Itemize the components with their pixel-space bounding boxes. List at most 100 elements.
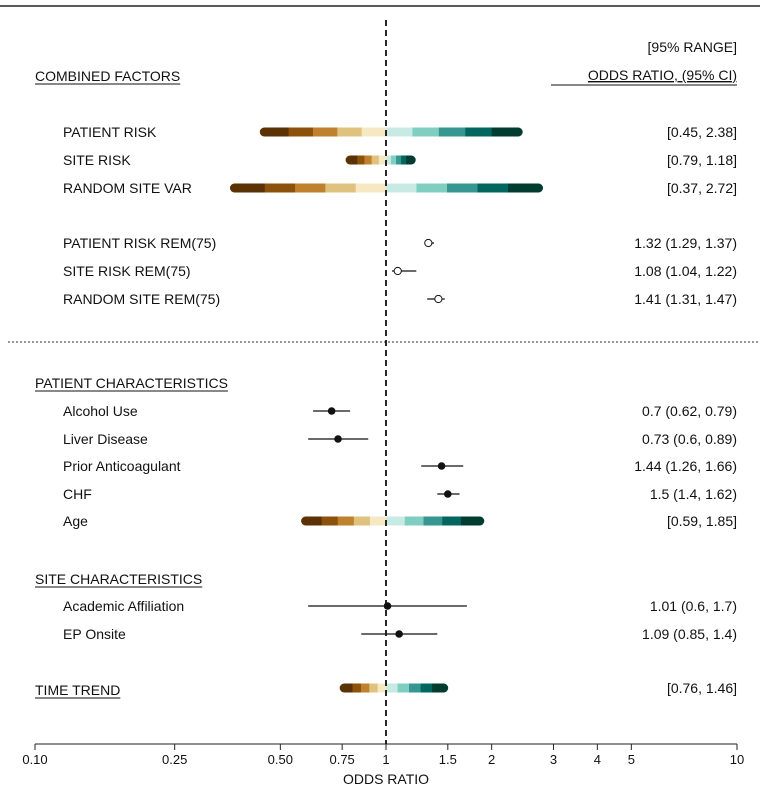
range-segment — [360, 683, 370, 693]
range-cap-left — [339, 683, 349, 693]
x-tick-label: 10 — [730, 752, 744, 767]
row-value: 0.73 (0.6, 0.89) — [642, 431, 737, 447]
range-segment — [397, 683, 410, 693]
range-segment — [386, 127, 413, 137]
row-label: EP Onsite — [63, 626, 126, 642]
estimate-marker — [383, 602, 392, 610]
range-segment — [325, 183, 357, 193]
range-segment — [295, 183, 326, 193]
range-segment — [391, 155, 397, 165]
estimate-open-marker — [393, 266, 402, 276]
range-segment — [386, 155, 392, 165]
x-tick-label: 2 — [488, 752, 495, 767]
range-bar — [229, 183, 544, 193]
x-axis-label: ODDS RATIO — [343, 771, 429, 787]
right-header-range: [95% RANGE] — [648, 39, 737, 55]
row-label: PATIENT RISK REM(75) — [63, 235, 216, 251]
range-segment — [337, 516, 355, 526]
range-segment — [386, 683, 399, 693]
forest-rows: COMBINED FACTORS PATIENT RISK [0.45, 2.38]… — [35, 68, 737, 699]
row-label: RANDOM SITE REM(75) — [63, 291, 220, 307]
range-cap-left — [345, 155, 355, 165]
range-bar — [339, 683, 449, 693]
range-cap-left — [301, 516, 311, 526]
range-segment — [264, 183, 296, 193]
range-segment — [312, 127, 338, 137]
row-label: Prior Anticoagulant — [63, 458, 181, 474]
range-segment — [305, 516, 323, 526]
right-header-ci: ODDS RATIO, (95% CI) — [588, 67, 737, 83]
range-segment — [491, 127, 519, 137]
row-label: Liver Disease — [63, 431, 148, 447]
row-value: 0.7 (0.62, 0.79) — [642, 403, 737, 419]
row-value: 1.5 (1.4, 1.62) — [650, 486, 737, 502]
range-cap-left — [229, 183, 239, 193]
range-segment — [355, 183, 387, 193]
range-cap-right — [534, 183, 544, 193]
range-cap-right — [513, 127, 523, 137]
range-bar — [345, 155, 416, 165]
range-segment — [369, 683, 379, 693]
section-title: TIME TREND — [35, 682, 120, 698]
row-value: [0.45, 2.38] — [667, 124, 737, 140]
range-bar — [259, 127, 523, 137]
range-segment — [447, 183, 479, 193]
range-segment — [377, 683, 387, 693]
row-label: Academic Affiliation — [63, 598, 184, 614]
range-segment — [409, 683, 422, 693]
range-segment — [288, 127, 314, 137]
range-segment — [438, 127, 466, 137]
estimate-marker — [395, 630, 403, 638]
range-segment — [465, 127, 493, 137]
row-value: [0.79, 1.18] — [667, 152, 737, 168]
row-value: [0.59, 1.85] — [667, 513, 737, 529]
range-segment — [386, 516, 406, 526]
range-segment — [442, 516, 462, 526]
x-tick-label: 4 — [594, 752, 601, 767]
row-value: 1.09 (0.85, 1.4) — [642, 626, 737, 642]
range-bar — [301, 516, 485, 526]
x-tick-label: 1 — [382, 752, 389, 767]
row-label: SITE RISK — [63, 152, 131, 168]
x-tick-label: 0.50 — [268, 752, 293, 767]
section-title: SITE CHARACTERISTICS — [35, 571, 202, 587]
row-label: Age — [63, 513, 88, 529]
x-tick-label: 5 — [628, 752, 635, 767]
range-segment — [321, 516, 339, 526]
range-segment — [337, 127, 363, 137]
range-segment — [357, 155, 365, 165]
section-title: PATIENT CHARACTERISTICS — [35, 375, 228, 391]
x-tick-label: 1.5 — [439, 752, 457, 767]
range-segment — [432, 683, 445, 693]
range-segment — [378, 155, 387, 165]
range-segment — [352, 683, 362, 693]
x-tick-label: 0.10 — [22, 752, 47, 767]
range-segment — [364, 155, 373, 165]
range-segment — [508, 183, 540, 193]
range-segment — [420, 683, 433, 693]
estimate-marker — [444, 490, 452, 498]
row-value: 1.08 (1.04, 1.22) — [634, 263, 737, 279]
row-label: CHF — [63, 486, 92, 502]
range-segment — [371, 155, 380, 165]
range-cap-right — [439, 683, 449, 693]
x-axis-ticks: 0.10 0.25 0.50 0.75 1 1.5 2 3 4 5 10 — [22, 744, 744, 767]
estimate-open-marker — [434, 294, 443, 304]
range-segment — [361, 127, 387, 137]
estimate-open-marker — [424, 238, 433, 248]
estimate-marker — [327, 407, 336, 415]
range-segment — [401, 155, 407, 165]
range-segment — [404, 516, 425, 526]
estimate-marker — [334, 435, 342, 443]
row-value: 1.44 (1.26, 1.66) — [634, 458, 737, 474]
row-value: 1.41 (1.31, 1.47) — [634, 291, 737, 307]
range-segment — [353, 516, 371, 526]
row-value: 1.32 (1.29, 1.37) — [634, 235, 737, 251]
range-cap-right — [475, 516, 485, 526]
row-label: RANDOM SITE VAR — [63, 180, 192, 196]
range-segment — [369, 516, 387, 526]
range-cap-right — [406, 155, 416, 165]
range-segment — [477, 183, 509, 193]
range-segment — [412, 127, 440, 137]
